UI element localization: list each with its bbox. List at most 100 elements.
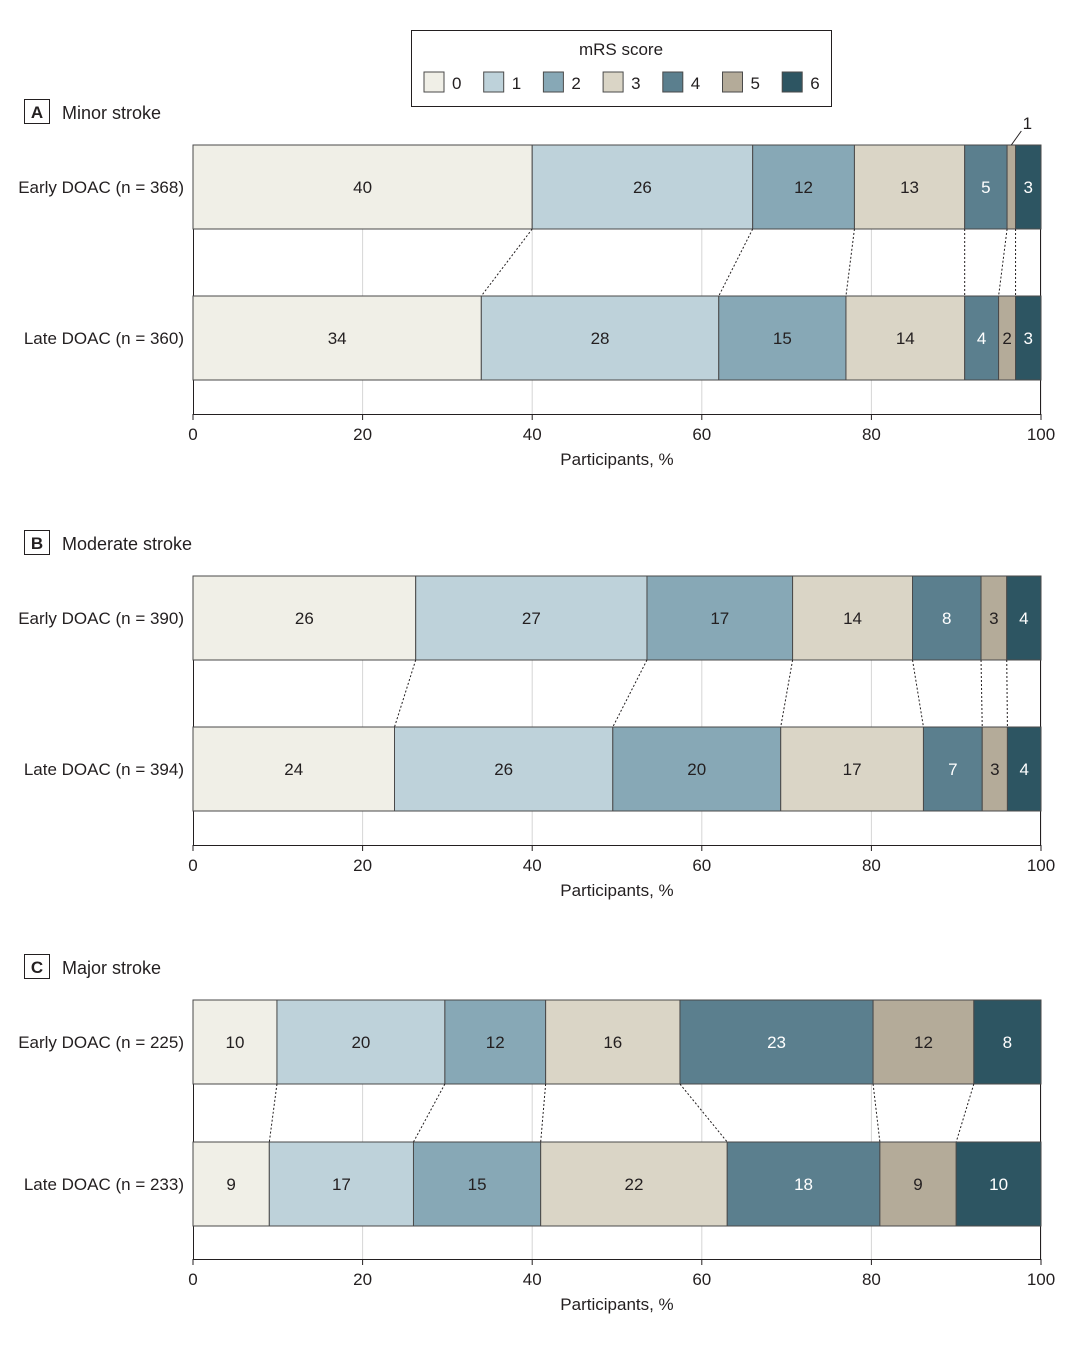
bar-segment-mrs-4	[726, 1141, 881, 1227]
segment-value-label: 3	[990, 760, 999, 779]
legend-swatch-3	[602, 71, 624, 93]
bar-segment-mrs-6	[1015, 144, 1042, 230]
x-tick-label: 60	[692, 425, 711, 444]
connector-line	[872, 1083, 881, 1143]
legend-label-1: 1	[512, 74, 521, 93]
segment-value-label: 10	[226, 1033, 245, 1052]
bar-row: Early DOAC (n = 225) 10 20 12 16 23 12 8	[18, 999, 1042, 1085]
legend-label-5: 5	[751, 74, 760, 93]
x-tick-label: 20	[353, 1270, 372, 1289]
bar-segment-mrs-2	[444, 999, 547, 1085]
bar-segment-mrs-4	[679, 999, 874, 1085]
row-label: Early DOAC (n = 225)	[18, 1033, 184, 1052]
bar-segment-mrs-5	[872, 999, 975, 1085]
segment-value-label: 13	[900, 178, 919, 197]
segment-value-label: 4	[977, 329, 986, 348]
connector-line	[980, 659, 983, 728]
x-axis-title: Participants, %	[560, 1295, 673, 1314]
bar-segment-mrs-2	[646, 575, 794, 661]
bar-segment-mrs-0	[192, 295, 482, 381]
bar-row: Late DOAC (n = 233) 9 17 15 22 18 9 10	[24, 1141, 1042, 1227]
segment-value-label: 23	[767, 1033, 786, 1052]
connector-line	[955, 1083, 975, 1143]
bar-segment-mrs-0	[192, 144, 533, 230]
bar-segment-mrs-2	[718, 295, 847, 381]
legend-swatch-5	[722, 71, 743, 93]
segment-value-label: 17	[843, 760, 862, 779]
bar-segment-mrs-2	[612, 726, 782, 812]
bar-segment-mrs-4	[964, 144, 1008, 230]
segment-value-label: 3	[1024, 329, 1033, 348]
bar-segment-mrs-3	[853, 144, 966, 230]
bar-segment-mrs-0	[192, 999, 278, 1085]
bar-segment-mrs-1	[268, 1141, 414, 1227]
bar-segment-mrs-3	[540, 1141, 728, 1227]
segment-value-label: 12	[486, 1033, 505, 1052]
legend-swatch-6	[781, 71, 803, 93]
bar-segment-mrs-0	[192, 575, 417, 661]
segment-value-label: 24	[284, 760, 303, 779]
segment-value-label: 40	[353, 178, 372, 197]
connector-line	[480, 228, 533, 297]
segment-value-label: 17	[332, 1175, 351, 1194]
segment-value-label: 9	[226, 1175, 235, 1194]
x-tick-label: 40	[523, 1270, 542, 1289]
row-label: Late DOAC (n = 360)	[24, 329, 184, 348]
segment-value-label: 26	[494, 760, 513, 779]
panel-letter-box	[24, 530, 50, 555]
segment-value-label: 17	[710, 609, 729, 628]
x-tick-label: 100	[1027, 856, 1055, 875]
segment-value-label: 26	[633, 178, 652, 197]
segment-value-label: 3	[1024, 178, 1033, 197]
segment-value-label: 2	[1002, 329, 1011, 348]
segment-value-label: 14	[843, 609, 862, 628]
annotation-label: 1	[1023, 114, 1032, 133]
bar-segment-mrs-2	[752, 144, 855, 230]
bar-row: Early DOAC (n = 390) 26 27 17 14 8 3 4	[18, 575, 1042, 661]
annotation-leader	[1010, 130, 1022, 146]
bar-segment-mrs-6	[1006, 575, 1042, 661]
panel-letter: C	[31, 958, 43, 977]
bar-row: Late DOAC (n = 394) 24 26 20 17 7 3 4	[24, 726, 1042, 812]
segment-value-label: 27	[522, 609, 541, 628]
x-tick-label: 0	[188, 425, 197, 444]
connector-line	[912, 659, 924, 728]
legend-swatch-1	[483, 71, 505, 93]
x-tick-label: 100	[1027, 1270, 1055, 1289]
segment-value-label: 10	[989, 1175, 1008, 1194]
panel-C: C Major stroke 0 20 40 60 80 100 Participants, %…	[18, 954, 1055, 1314]
segment-value-label: 28	[591, 329, 610, 348]
connector-line	[268, 1083, 278, 1143]
bar-segment-mrs-3	[545, 999, 681, 1085]
panel-letter: A	[31, 103, 43, 122]
segment-value-label: 5	[981, 178, 990, 197]
segment-value-label: 20	[351, 1033, 370, 1052]
segment-value-label: 4	[1019, 760, 1028, 779]
legend-swatch-2	[542, 71, 564, 93]
connector-line	[612, 659, 648, 728]
bar-segment-mrs-0	[192, 1141, 270, 1227]
segment-value-label: 7	[948, 760, 957, 779]
legend-label-3: 3	[631, 74, 640, 93]
x-tick-label: 60	[692, 856, 711, 875]
segment-value-label: 15	[773, 329, 792, 348]
segment-value-label: 26	[295, 609, 314, 628]
connector-line	[540, 1083, 547, 1143]
x-axis-title: Participants, %	[560, 881, 673, 900]
legend-label-6: 6	[810, 74, 819, 93]
segment-value-label: 22	[624, 1175, 643, 1194]
x-axis-title: Participants, %	[560, 450, 673, 469]
bar-segment-mrs-2	[412, 1141, 542, 1227]
panel-letter-box	[24, 954, 50, 979]
bar-row: Late DOAC (n = 360) 34 28 15 14 4 2 3	[24, 295, 1042, 381]
bar-segment-mrs-6	[1015, 295, 1042, 381]
connector-line	[998, 228, 1008, 297]
connector-line	[718, 228, 754, 297]
row-label: Early DOAC (n = 390)	[18, 609, 184, 628]
panel-title: Major stroke	[62, 958, 161, 978]
x-tick-label: 100	[1027, 425, 1055, 444]
segment-value-label: 4	[1019, 609, 1028, 628]
segment-value-label: 15	[468, 1175, 487, 1194]
segment-value-label: 34	[328, 329, 347, 348]
